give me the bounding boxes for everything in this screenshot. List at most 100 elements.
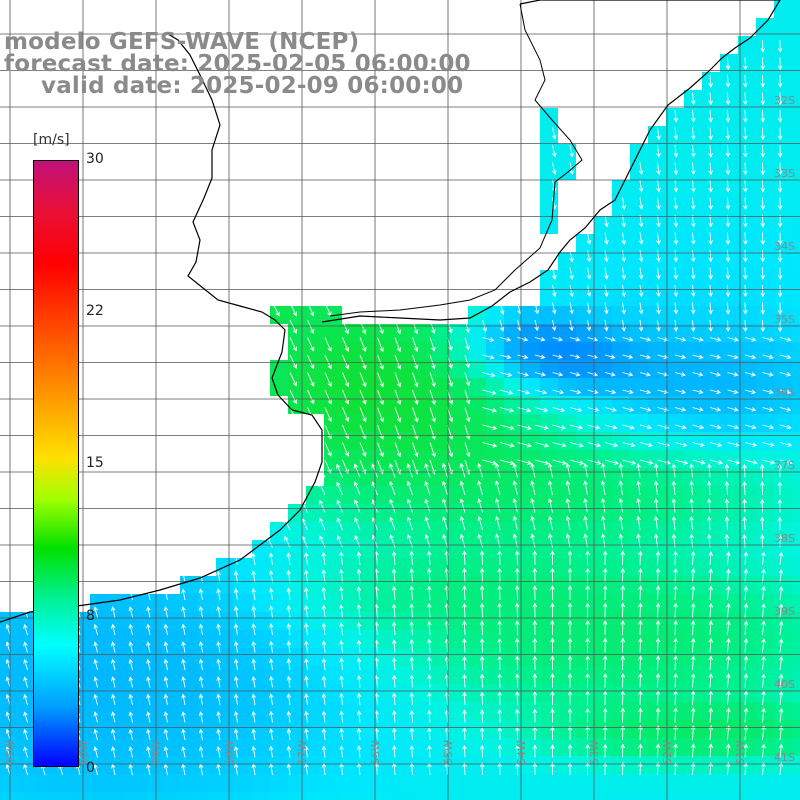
wind-vector: [761, 603, 766, 618]
wind-vector: [321, 675, 327, 688]
field-cell: [522, 558, 540, 576]
wind-vector: [779, 354, 792, 360]
wind-vector: [585, 743, 590, 758]
wind-vector: [497, 585, 502, 601]
wind-vector: [653, 480, 659, 496]
field-cell: [558, 360, 576, 378]
field-cell: [648, 144, 666, 162]
wind-vector: [761, 655, 766, 671]
field-cell: [378, 396, 396, 414]
wind-vector: [93, 728, 98, 741]
wind-vector: [216, 588, 221, 601]
field-cell: [702, 450, 720, 468]
field-cell: [720, 342, 738, 360]
wind-vector: [409, 585, 414, 601]
field-cell: [522, 738, 540, 756]
field-cell: [756, 432, 774, 450]
field-cell: [576, 738, 594, 756]
field-cell: [540, 216, 558, 234]
wind-vector: [462, 762, 467, 776]
wind-vector: [394, 337, 402, 353]
field-cell: [792, 0, 800, 18]
field-cell: [774, 252, 792, 270]
wind-vector: [409, 744, 415, 758]
wind-vector: [760, 319, 766, 333]
wind-vector: [743, 655, 749, 671]
wind-vector: [778, 707, 784, 723]
field-cell: [216, 756, 234, 774]
field-cell: [594, 234, 612, 252]
wind-vector: [744, 337, 757, 342]
field-cell: [90, 738, 108, 756]
wind-vector: [429, 319, 436, 335]
wind-vector: [604, 284, 609, 298]
wind-vector: [406, 498, 413, 513]
field-cell: [396, 594, 414, 612]
field-cell: [360, 378, 378, 396]
field-cell: [774, 522, 792, 540]
field-cell: [576, 684, 594, 702]
wind-vector: [547, 462, 553, 478]
field-cell: [216, 576, 234, 594]
wind-vector: [638, 743, 643, 758]
wind-vector: [690, 284, 696, 298]
wind-vector: [691, 162, 696, 176]
field-cell: [756, 126, 774, 144]
wind-vector: [587, 336, 599, 342]
wind-vector: [656, 197, 661, 211]
field-cell: [234, 684, 252, 702]
lon-label: 52W: [661, 740, 674, 765]
field-cell: [594, 522, 612, 540]
wind-vector: [289, 337, 297, 352]
field-cell: [756, 612, 774, 630]
wind-vector: [691, 144, 696, 158]
wind-vector: [391, 762, 397, 776]
field-cell: [486, 612, 504, 630]
wind-vector: [377, 337, 384, 353]
lon-label: 60W: [77, 740, 90, 765]
field-cell: [648, 720, 666, 738]
field-cell: [18, 792, 36, 800]
wind-vector: [778, 638, 784, 653]
wind-vector: [622, 372, 634, 377]
wind-vector: [163, 676, 169, 688]
wind-vector: [321, 640, 327, 653]
wind-vector: [198, 728, 204, 741]
field-cell: [540, 594, 558, 612]
field-cell: [558, 792, 576, 800]
field-cell: [576, 774, 594, 792]
field-cell: [594, 684, 612, 702]
field-cell: [738, 108, 756, 126]
field-cell: [684, 540, 702, 558]
wind-vector: [534, 389, 548, 395]
field-cell: [720, 792, 738, 800]
field-cell: [522, 522, 540, 540]
wind-vector: [602, 762, 608, 776]
field-cell: [666, 324, 684, 342]
wind-vector: [638, 197, 644, 211]
field-cell: [648, 126, 666, 144]
wind-vector: [604, 442, 619, 448]
field-cell: [666, 720, 684, 738]
wind-vector: [163, 588, 169, 601]
field-cell: [432, 450, 450, 468]
field-cell: [450, 360, 468, 378]
field-cell: [180, 702, 198, 720]
field-cell: [468, 576, 486, 594]
field-cell: [774, 468, 792, 486]
field-cell: [252, 738, 270, 756]
wind-vector: [163, 728, 169, 741]
field-cell: [630, 576, 648, 594]
wind-vector: [636, 480, 641, 496]
field-cell: [288, 558, 306, 576]
wind-vector: [690, 550, 696, 566]
wind-vector: [742, 533, 747, 548]
field-cell: [630, 630, 648, 648]
wind-vector: [442, 516, 448, 531]
wind-vector: [181, 711, 186, 723]
wind-vector: [656, 267, 661, 280]
field-cell: [486, 702, 504, 720]
field-cell: [324, 396, 342, 414]
wind-vector: [673, 724, 678, 741]
wind-vector: [760, 57, 766, 71]
